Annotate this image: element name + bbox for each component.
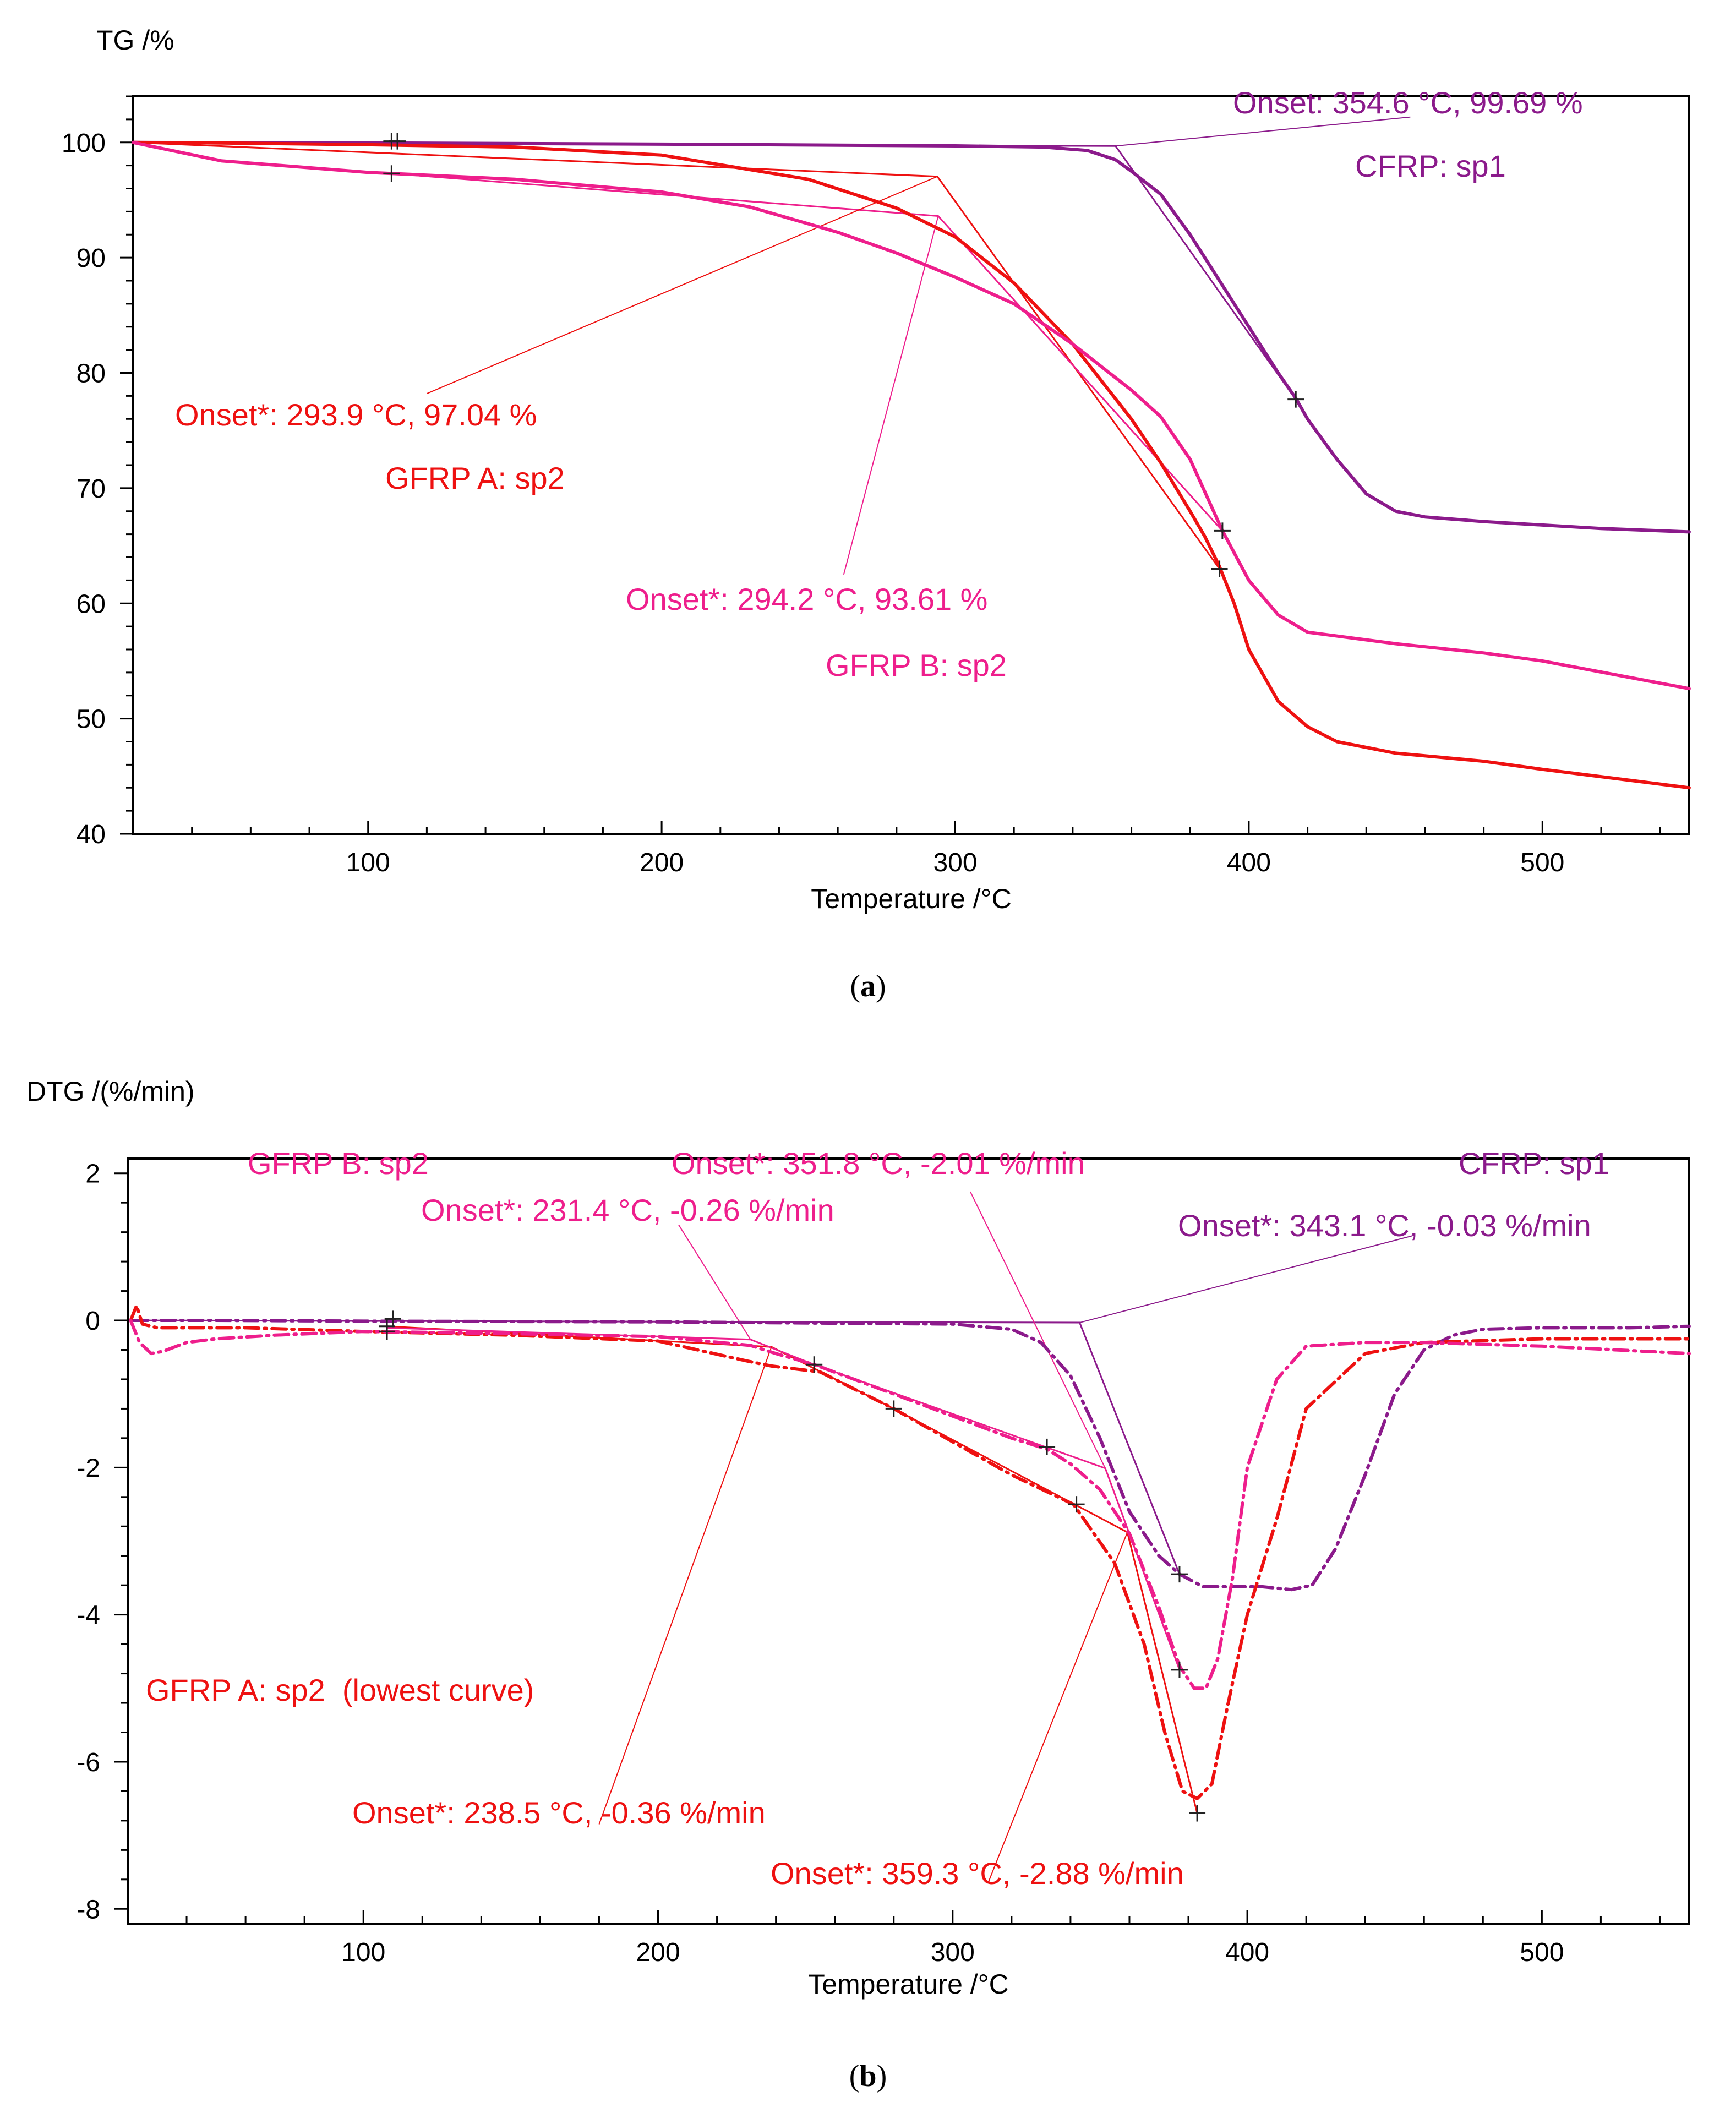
- panel-b-x-tick-label: 300: [931, 1938, 975, 1967]
- panel-b-annotation-gfrpb-onset-1: Onset*: 231.4 °C, -0.26 %/min: [421, 1193, 834, 1227]
- panel-b-plot-frame: [127, 1157, 1690, 1925]
- panel-a-marker-cfrp-sp1: [1287, 391, 1304, 408]
- panel-b-label: (b): [849, 2059, 887, 2093]
- panel-b-marker-cfrp-sp1: [1171, 1566, 1188, 1583]
- panel-b-leader-gfrpb-onset-2: [970, 1191, 1106, 1469]
- panel-a-leader-gfrpa-onset: [427, 176, 938, 395]
- panel-a-x-tick-label: 500: [1520, 848, 1564, 877]
- panel-b-leader-cfrp-onset: [1079, 1235, 1413, 1324]
- panel-b-marker-gfrp-a-sp2: [885, 1400, 902, 1417]
- panel-a-x-tick-label: 300: [933, 848, 977, 877]
- panel-a-y-tick-label: 90: [77, 244, 106, 273]
- panel-b-leader-gfrpa-onset-2: [987, 1532, 1128, 1883]
- panel-b-y-axis-label: DTG /(%/min): [26, 1076, 195, 1107]
- panel-b-tangent-gfrp-a-sp2: [386, 1325, 894, 1410]
- panel-b-tangent-gfrp-a-sp2: [893, 1408, 1198, 1814]
- panel-a-annotation-cfrp-onset-1: CFRP: sp1: [1355, 149, 1506, 183]
- panel-a-marker-gfrp-a-sp2: [1211, 560, 1228, 577]
- panel-b-marker-gfrp-a-sp2: [1189, 1805, 1206, 1822]
- panel-b-x-tick-label: 500: [1520, 1938, 1564, 1967]
- panel-a-y-tick-label: 40: [77, 820, 106, 849]
- panel-b-x-tick-label: 200: [636, 1938, 680, 1967]
- panel-b-annotation-gfrpb-name: GFRP B: sp2: [248, 1146, 429, 1181]
- panel-b-series-cfrp-sp1: [132, 1319, 1691, 1592]
- panel-b-annotation-cfrp-onset: Onset*: 343.1 °C, -0.03 %/min: [1178, 1208, 1591, 1243]
- panel-a-marker-gfrp-b-sp2: [383, 165, 400, 182]
- panel-b-label-letter: b: [859, 2059, 876, 2093]
- panel-b-leader-gfrpa-onset-1: [598, 1346, 772, 1825]
- panel-a-annotation-gfrpa-onset-1: GFRP A: sp2: [385, 461, 565, 495]
- panel-a-x-axis-label: Temperature /°C: [811, 883, 1012, 914]
- panel-b-y-tick-label: 2: [85, 1160, 100, 1189]
- panel-a-tangent-gfrp-a-sp2: [133, 141, 1220, 570]
- panel-b-y-tick-label: -4: [77, 1601, 100, 1630]
- panel-a-x-tick-label: 200: [640, 848, 684, 877]
- panel-b-label-open: (: [849, 2059, 860, 2093]
- panel-b-x-axis-label: Temperature /°C: [808, 1969, 1009, 2000]
- panel-a-series-gfrp-a-sp2: [132, 140, 1691, 790]
- panel-b-leader-gfrpb-onset-1: [678, 1224, 751, 1340]
- panel-b-series-gfrp-b-sp2: [129, 1319, 1691, 1690]
- panel-a-y-tick-label: 50: [77, 705, 106, 734]
- panel-a-leader-gfrpb-onset: [843, 216, 939, 575]
- panel-b-y-tick-label: -2: [77, 1454, 100, 1483]
- panel-b-y-tick-label: -8: [77, 1895, 100, 1924]
- panel-a-marker-gfrp-a-sp2: [383, 133, 400, 150]
- panel-a-annotation-gfrpb-onset: Onset*: 294.2 °C, 93.61 %: [626, 582, 987, 616]
- panel-b-annotation-gfrpa-name: GFRP A: sp2 (lowest curve): [146, 1673, 534, 1707]
- panel-a-annotation-gfrpb-onset-1: GFRP B: sp2: [826, 648, 1007, 682]
- panel-b-tangent-cfrp-sp1: [133, 1319, 1181, 1575]
- panel-b-annotation-cfrp-name: CFRP: sp1: [1459, 1146, 1609, 1181]
- panel-a-label-open: (: [850, 969, 860, 1003]
- panel-b-annotation-gfrpb-onset-2: Onset*: 351.8 °C, -2.01 %/min: [672, 1146, 1085, 1181]
- panel-b-annotation-gfrpa-onset-2: Onset*: 359.3 °C, -2.88 %/min: [771, 1856, 1184, 1891]
- panel-b-marker-gfrp-b-sp2: [1171, 1661, 1188, 1678]
- panel-b-y-tick-label: -6: [77, 1748, 100, 1777]
- panel-b: -8 -6 -4 -2 0 2 100 200 300 400 500 DTG /(%/min) Tem…: [26, 1076, 1691, 2093]
- panel-a-label-close: ): [876, 969, 886, 1003]
- panel-a-plot-frame: [132, 95, 1690, 835]
- panel-b-marker-gfrp-a-sp2: [1068, 1496, 1085, 1513]
- panel-b-annotation-gfrpa-onset-1: Onset*: 238.5 °C, -0.36 %/min: [352, 1795, 766, 1830]
- panel-a-y-tick-label: 60: [77, 589, 106, 619]
- panel-b-marker-gfrp-b-sp2: [1039, 1438, 1056, 1455]
- panel-a-y-tick-label: 80: [77, 359, 106, 389]
- panel-b-y-tick-label: 0: [85, 1307, 100, 1336]
- panel-b-series-gfrp-a-sp2: [129, 1304, 1691, 1800]
- panel-a-leader-cfrp-onset: [1115, 116, 1411, 147]
- panel-b-x-tick-label: 400: [1225, 1938, 1269, 1967]
- panel-a-annotation-gfrpa-onset: Onset*: 293.9 °C, 97.04 %: [175, 397, 537, 432]
- panel-a-annotation-cfrp-onset: Onset: 354.6 °C, 99.69 %: [1233, 85, 1583, 120]
- panel-a-marker-gfrp-b-sp2: [1214, 522, 1231, 539]
- panel-a-x-tick-label: 100: [346, 848, 390, 877]
- panel-a: 40 50 60 70 80 90 100 100 200 300 400 500 TG /% Tempe…: [62, 25, 1691, 1003]
- panel-b-marker-gfrp-b-sp2: [379, 1323, 396, 1340]
- panel-a-label-letter: a: [860, 969, 876, 1003]
- panel-b-tangent-gfrp-b-sp2: [814, 1363, 1181, 1670]
- panel-a-x-tick-label: 400: [1227, 848, 1271, 877]
- panel-a-y-axis-label: TG /%: [96, 25, 174, 56]
- panel-b-x-tick-label: 100: [341, 1938, 385, 1967]
- panel-b-marker-gfrp-b-sp2: [806, 1356, 823, 1373]
- panel-a-label: (a): [850, 969, 886, 1003]
- panel-b-label-close: ): [877, 2059, 887, 2093]
- panel-a-y-tick-label: 100: [62, 129, 106, 158]
- panel-a-series-gfrp-b-sp2: [132, 140, 1691, 691]
- panel-a-y-tick-label: 70: [77, 474, 106, 504]
- panel-a-series-cfrp-sp1: [132, 140, 1691, 534]
